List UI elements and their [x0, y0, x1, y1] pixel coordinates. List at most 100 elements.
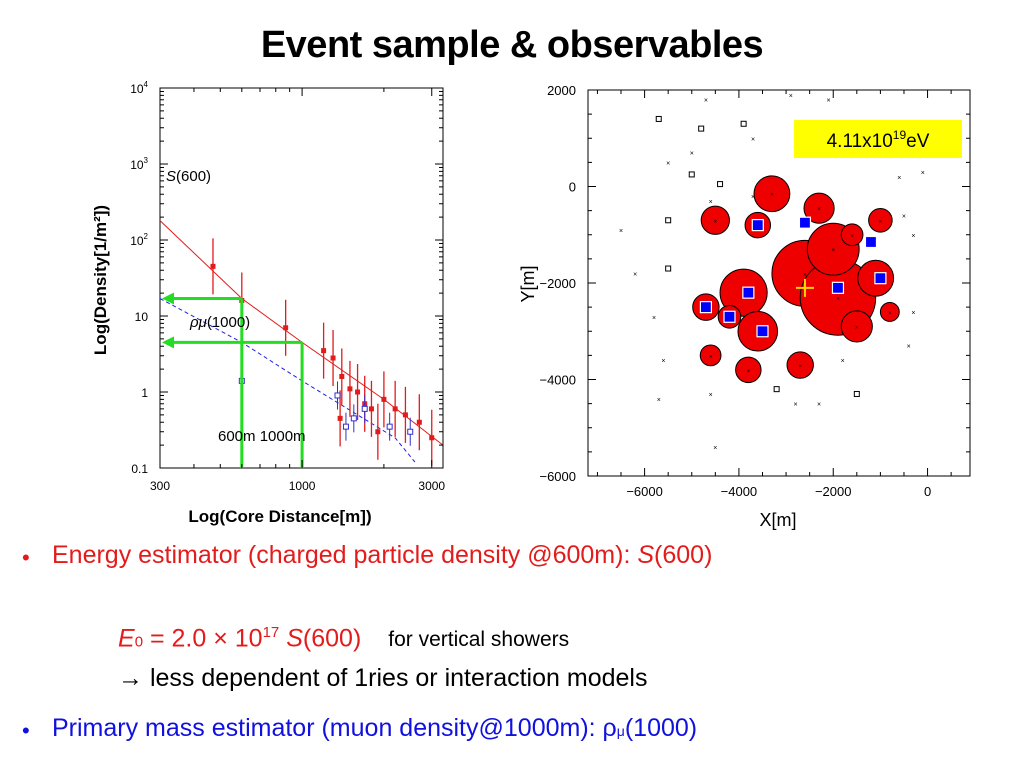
energy-formula: E0 = 2.0 × 1017 S(600) for vertical show… — [118, 624, 569, 653]
hit-detector-circle — [840, 223, 864, 247]
charged-data-point — [210, 263, 216, 269]
silent-detector — [740, 120, 747, 127]
x-tick-label: −6000 — [626, 484, 663, 499]
energy-label-box — [794, 120, 962, 158]
muon-fit — [159, 298, 416, 463]
hit-detector-mark: × — [798, 364, 802, 370]
hit-detector-circle — [879, 302, 900, 322]
formula-var: E — [118, 624, 135, 653]
muon-detector-hit — [756, 325, 769, 338]
muon-data-point — [407, 428, 414, 435]
hit-detector-mark: × — [747, 369, 751, 375]
slide-title: Event sample & observables — [260, 24, 764, 66]
x-tick-label: 300 — [150, 479, 170, 493]
charged-data-point — [416, 419, 422, 425]
muon-data-point — [342, 423, 349, 430]
inactive-detector-mark: × — [826, 98, 830, 105]
footprint-axis-ticks: −6000 −4000 −2000 0 2000 0 −2000 −4000 −6000 — [539, 83, 970, 499]
rho-mu-symbol: ρμ — [189, 314, 207, 331]
hit-detector-mark: × — [879, 219, 883, 225]
muon-data-point — [361, 405, 368, 412]
hit-detector-circle — [699, 344, 722, 367]
footprint-x-axis-label: X[m] — [759, 510, 796, 530]
hit-detector-mark: × — [709, 354, 713, 360]
hit-detector-circle — [803, 192, 835, 224]
muon-data-point — [350, 415, 357, 422]
hit-detector-circle — [753, 175, 791, 213]
hit-detector-circle — [786, 351, 814, 379]
y-tick-label: 0.1 — [131, 462, 148, 476]
x-tick-label: 1000 — [289, 479, 316, 493]
green-guide-lines — [162, 292, 304, 468]
bullet-energy-num: (600) — [654, 541, 713, 569]
hit-detector-circle — [868, 207, 893, 233]
y-tick-label: 2000 — [547, 83, 576, 98]
x-tick-label: 3000 — [418, 479, 445, 493]
inactive-detector-mark: × — [713, 445, 717, 452]
inactive-detector-mark: × — [911, 310, 915, 317]
charged-data-point — [355, 389, 361, 395]
silent-detector — [853, 390, 860, 397]
charged-data-point — [339, 373, 345, 379]
silent-detector — [665, 217, 672, 224]
y-tick-label: 102 — [130, 232, 148, 248]
inactive-detector-mark: × — [921, 170, 925, 177]
hit-detector-mark: × — [803, 272, 807, 278]
distance-label: 600m 1000m — [218, 428, 306, 445]
hit-detector-circle — [700, 205, 730, 235]
y-tick-label: −2000 — [539, 276, 576, 291]
y-tick-label: 103 — [130, 156, 148, 172]
inactive-detector-mark: × — [789, 93, 793, 100]
hit-detector-mark: × — [714, 219, 718, 225]
y-tick-exponent: 2 — [144, 232, 149, 241]
bullet-energy: Energy estimator (charged particle densi… — [52, 541, 712, 570]
charged-data-point — [337, 415, 343, 421]
hit-detector-mark: × — [836, 296, 840, 302]
inactive-detector-mark: × — [633, 271, 637, 278]
energy-exponent: 19 — [893, 128, 907, 142]
inactive-detector-mark: × — [704, 98, 708, 105]
y-tick-label: 104 — [130, 80, 148, 96]
charged-data-point — [283, 325, 289, 331]
x-tick-label: −4000 — [721, 484, 758, 499]
inactive-detector-mark: × — [897, 175, 901, 182]
inactive-detector-mark: × — [666, 160, 670, 167]
lateral-y-axis-label: Log(Density[1/m²]) — [91, 205, 110, 355]
muon-data-point — [386, 423, 393, 430]
inactive-detector-mark: × — [709, 392, 713, 399]
energy-mantissa: 4.11x10 — [827, 131, 893, 152]
rho-mu-label: ρμ(1000) — [189, 314, 250, 331]
bullet-mass: Primary mass estimator (muon density@100… — [52, 714, 697, 743]
bullet-energy-text: Energy estimator (charged particle densi… — [52, 541, 638, 569]
energy-unit: eV — [906, 131, 930, 152]
y-tick-label: −4000 — [539, 373, 576, 388]
inactive-detector-mark: × — [907, 344, 911, 351]
bullet-dot-2: • — [22, 718, 30, 743]
formula-rest: = 2.0 × 10 — [143, 624, 263, 653]
hit-detector-mark: × — [770, 193, 774, 199]
charged-data-point — [321, 348, 327, 354]
inactive-detector-mark: × — [793, 402, 797, 409]
muon-detector-hit — [723, 310, 736, 323]
y-tick-label: 0 — [569, 180, 576, 195]
inactive-detector-mark: × — [709, 199, 713, 206]
arrow-line: → less dependent of 1ries or interaction… — [118, 664, 648, 692]
lateral-x-axis-label: Log(Core Distance[m]) — [188, 507, 371, 526]
inactive-detector-mark: × — [817, 402, 821, 409]
formula-note: for vertical showers — [388, 628, 570, 652]
hit-detector-mark: × — [831, 248, 835, 254]
footprint-hit-detectors: ×××××××××××××××××××× — [692, 126, 900, 384]
formula-svar: S — [286, 624, 303, 653]
inactive-detector-mark: × — [751, 136, 755, 143]
footprint-map-chart: ×××××××××××××××××××××××× ×××××××××××××××… — [518, 83, 971, 530]
silent-detector — [698, 125, 705, 132]
s600-num: (600) — [176, 168, 211, 185]
charged-data-point — [375, 429, 381, 435]
charged-data-point — [347, 386, 353, 392]
y-tick-exponent: 3 — [144, 156, 149, 165]
formula-exp: 17 — [262, 624, 280, 641]
hit-detector-mark: × — [817, 207, 821, 213]
lateral-axis-ticks: 0.1 1 10 102 103 104 300 1000 3000 — [130, 80, 445, 493]
formula-snum: (600) — [302, 624, 362, 653]
energy-label: 4.11x1019eV — [827, 128, 930, 152]
